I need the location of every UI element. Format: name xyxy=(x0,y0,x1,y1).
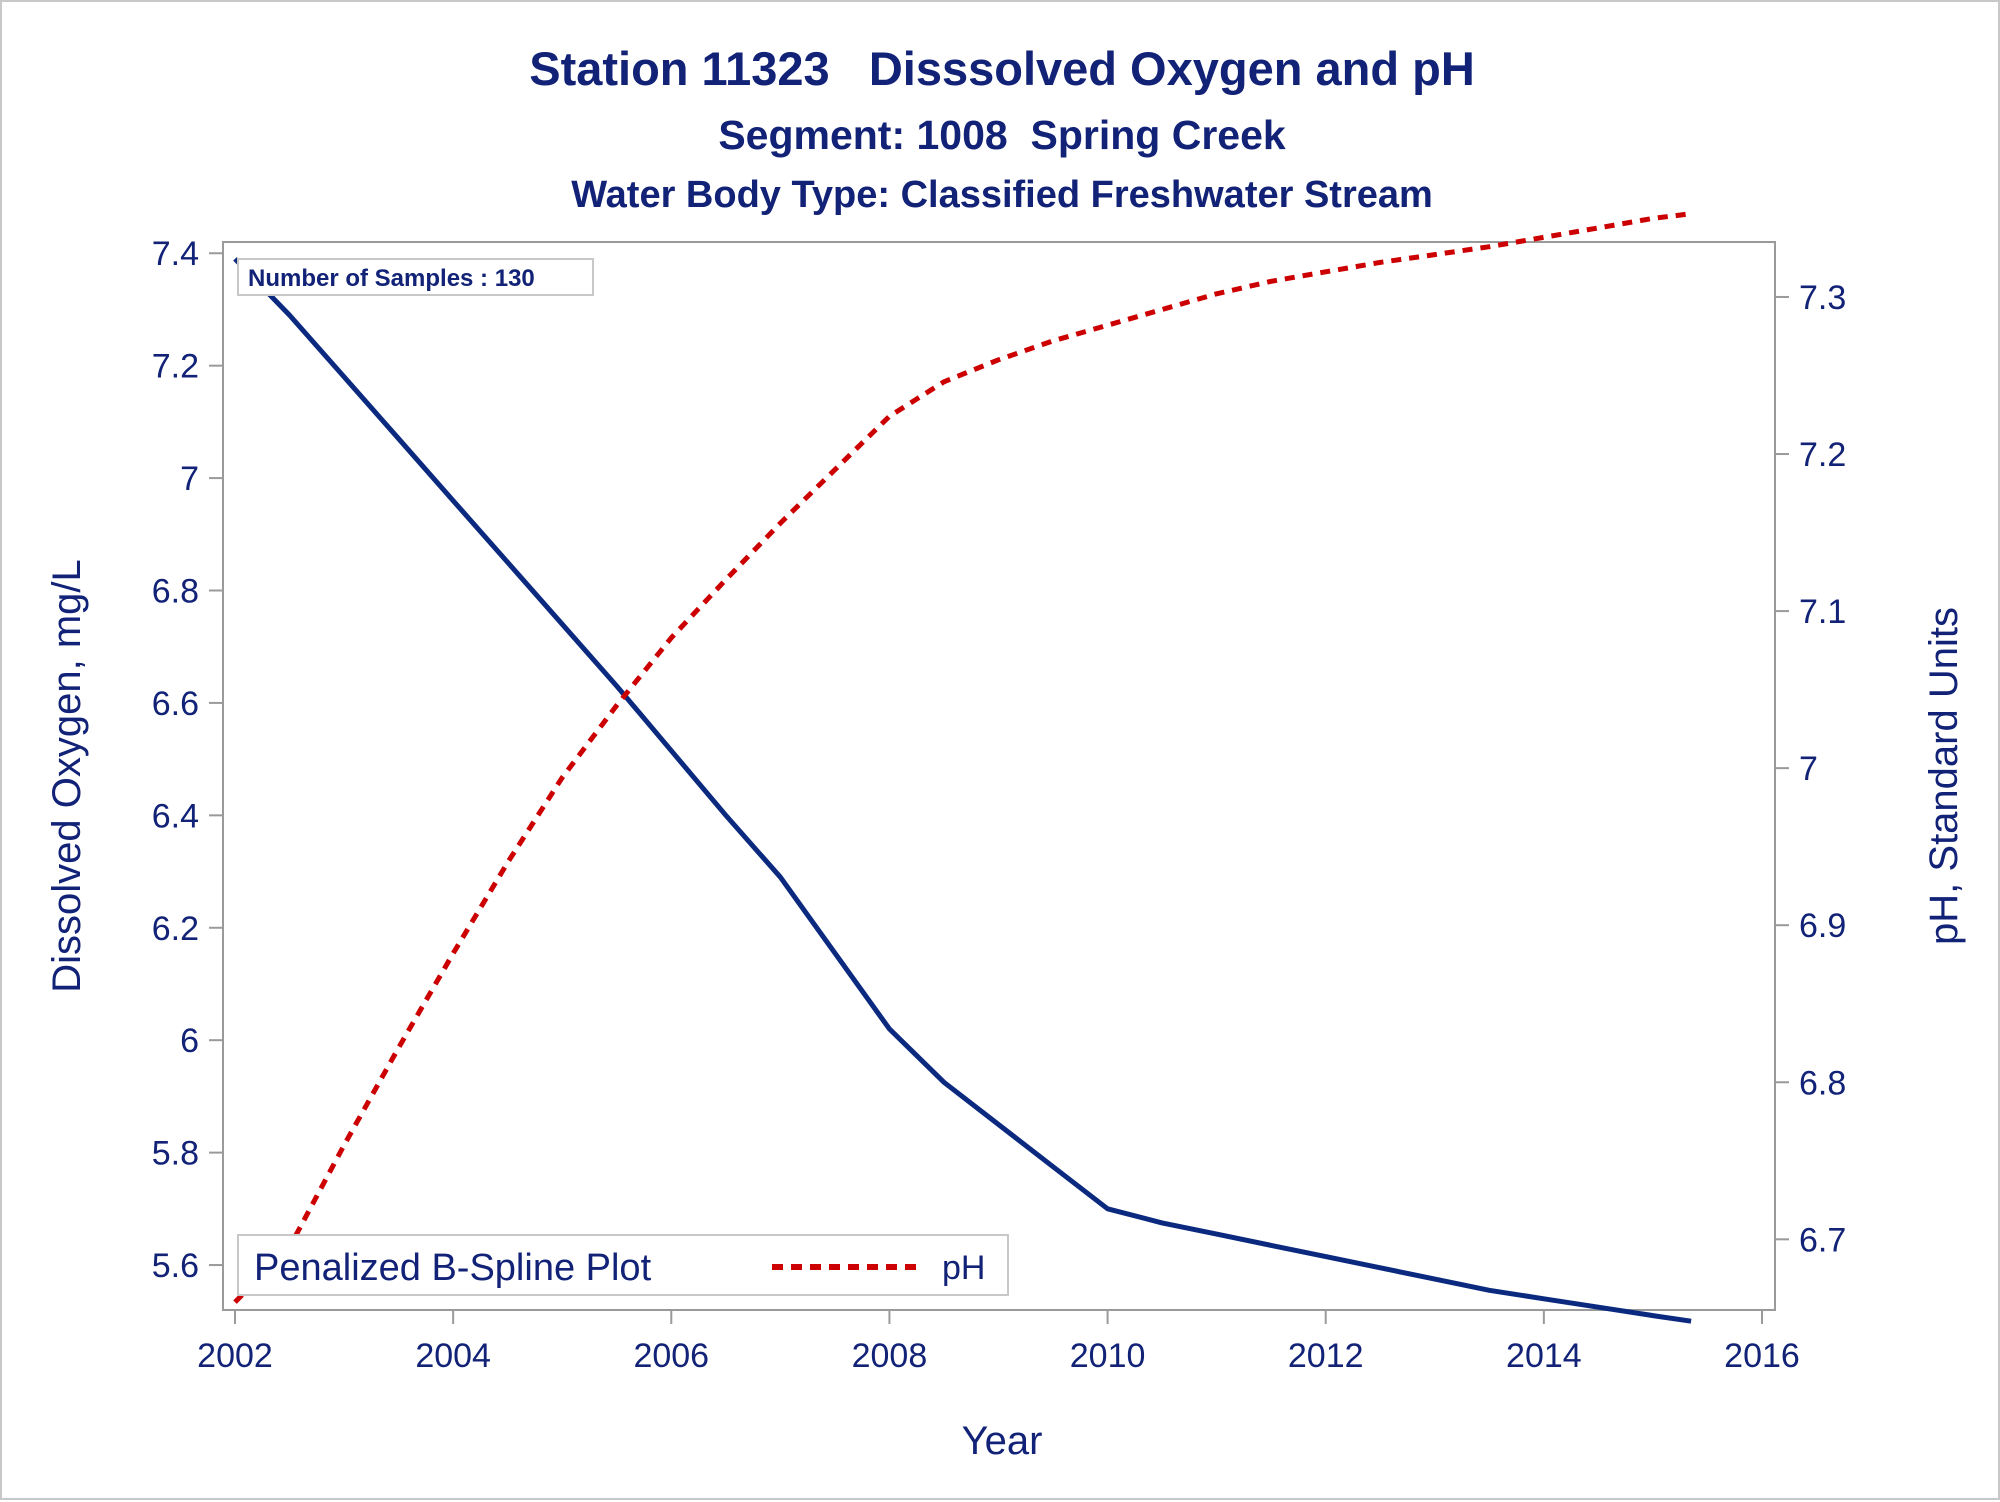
series-line-dissolved-oxygen xyxy=(233,257,1692,1324)
x-tick-label: 2004 xyxy=(415,1337,491,1375)
y2-tick-label: 6.8 xyxy=(1799,1064,1846,1102)
y-tick-label: 6 xyxy=(180,1022,199,1060)
y-tick-label: 5.6 xyxy=(152,1247,199,1285)
y2-axis-label: pH, Standard Units xyxy=(1922,607,1966,945)
legend-box xyxy=(237,1234,1009,1296)
legend-title: Penalized B-Spline Plot xyxy=(254,1247,652,1289)
series-line-ph xyxy=(233,211,1692,1304)
x-tick-label: 2010 xyxy=(1070,1337,1146,1375)
plot-area xyxy=(222,241,1776,1311)
legend-label-ph: pH xyxy=(942,1249,985,1287)
sample-count-inset: Number of Samples : 130 xyxy=(237,258,594,296)
y-tick-label: 7.2 xyxy=(152,348,199,386)
sample-count-box xyxy=(237,258,594,296)
y2-tick-label: 6.7 xyxy=(1799,1221,1846,1259)
series-layer xyxy=(233,211,1692,1324)
x-tick-label: 2008 xyxy=(852,1337,928,1375)
sample-count-label: Number of Samples : 130 xyxy=(248,265,535,292)
x-axis-ticks: 2002 2004 2006 2008 2010 2012 2014 2016 xyxy=(197,1310,1800,1375)
y-axis-label: Dissolved Oxygen, mg/L xyxy=(45,559,89,993)
y2-tick-label: 7.1 xyxy=(1799,593,1846,631)
x-tick-label: 2014 xyxy=(1506,1337,1582,1375)
x-tick-label: 2002 xyxy=(197,1337,273,1375)
y-tick-label: 5.8 xyxy=(152,1135,199,1173)
y-axis-ticks: 5.6 5.8 6 6.2 6.4 6.6 6.8 7 7.2 7.4 xyxy=(152,235,223,1285)
y2-tick-label: 7.3 xyxy=(1799,279,1846,317)
y2-tick-label: 6.9 xyxy=(1799,907,1846,945)
legend: Penalized B-Spline Plot pH xyxy=(237,1234,1009,1296)
y-tick-label: 7 xyxy=(180,460,199,498)
chart-title: Station 11323 Disssolved Oxygen and pH xyxy=(529,42,1475,95)
chart-subtitle: Segment: 1008 Spring Creek xyxy=(718,112,1286,158)
y-tick-label: 6.6 xyxy=(152,685,199,723)
y-tick-label: 6.8 xyxy=(152,573,199,611)
chart-subtitle-2: Water Body Type: Classified Freshwater S… xyxy=(571,174,1433,216)
y2-tick-label: 7 xyxy=(1799,750,1818,788)
y2-tick-label: 7.2 xyxy=(1799,436,1846,474)
y2-axis-ticks: 6.7 6.8 6.9 7 7.1 7.2 7.3 xyxy=(1775,279,1846,1259)
x-tick-label: 2012 xyxy=(1288,1337,1364,1375)
y-tick-label: 7.4 xyxy=(152,235,199,273)
x-tick-label: 2016 xyxy=(1724,1337,1800,1375)
x-axis-label: Year xyxy=(962,1419,1043,1463)
y-tick-label: 6.2 xyxy=(152,910,199,948)
y-tick-label: 6.4 xyxy=(152,797,199,835)
x-tick-label: 2006 xyxy=(633,1337,709,1375)
